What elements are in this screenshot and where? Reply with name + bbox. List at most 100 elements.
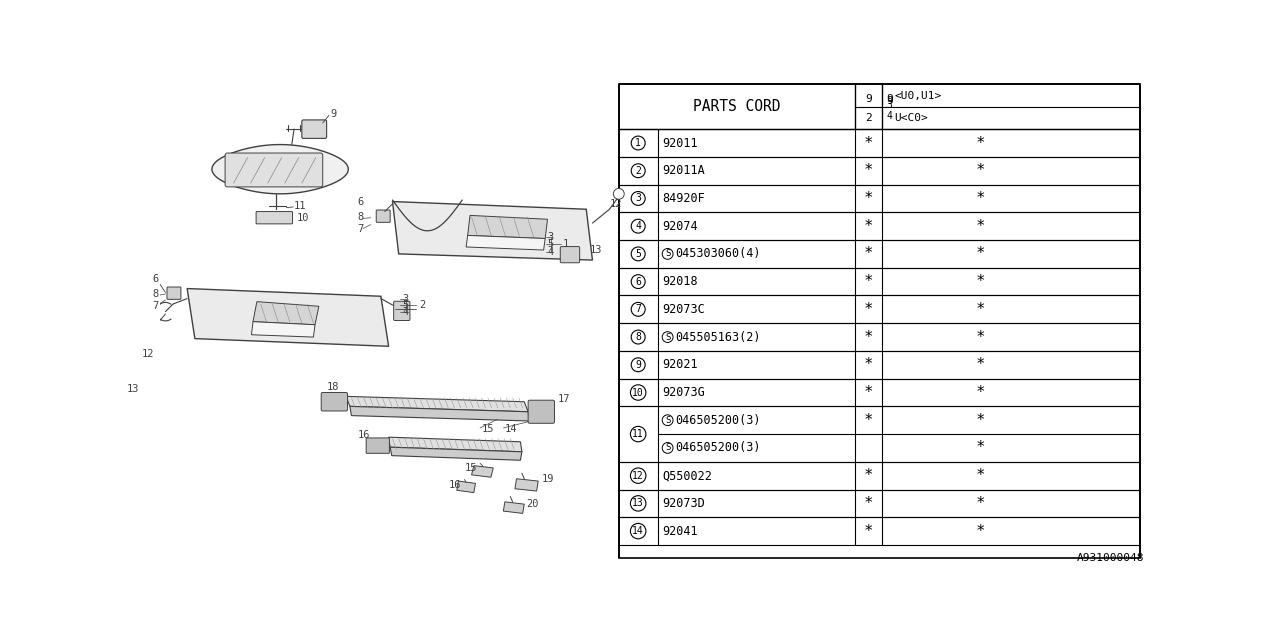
FancyBboxPatch shape — [561, 246, 580, 263]
Text: *: * — [865, 468, 873, 483]
Polygon shape — [349, 406, 530, 421]
Circle shape — [631, 468, 646, 483]
Text: 8: 8 — [635, 332, 641, 342]
Text: 92073G: 92073G — [662, 386, 705, 399]
Text: 4: 4 — [886, 111, 892, 121]
Text: 8: 8 — [357, 212, 364, 222]
Text: 046505200(3): 046505200(3) — [676, 442, 760, 454]
Polygon shape — [251, 322, 315, 337]
Circle shape — [631, 495, 646, 511]
Polygon shape — [457, 481, 475, 493]
Polygon shape — [471, 466, 493, 477]
Polygon shape — [467, 216, 548, 239]
Text: 12: 12 — [609, 199, 622, 209]
Text: *: * — [977, 385, 984, 400]
Text: 16: 16 — [357, 430, 370, 440]
FancyBboxPatch shape — [529, 400, 554, 423]
Text: 5: 5 — [548, 239, 554, 249]
Text: *: * — [865, 330, 873, 344]
Polygon shape — [187, 289, 389, 346]
Text: *: * — [865, 524, 873, 539]
Text: 84920F: 84920F — [662, 192, 705, 205]
FancyBboxPatch shape — [376, 210, 390, 222]
Text: 6: 6 — [152, 273, 159, 284]
Text: *: * — [865, 413, 873, 428]
Text: 92074: 92074 — [662, 220, 698, 233]
Text: *: * — [977, 246, 984, 261]
Circle shape — [631, 385, 646, 400]
Text: 12: 12 — [632, 470, 644, 481]
FancyBboxPatch shape — [256, 212, 293, 224]
Text: 5: 5 — [403, 301, 408, 310]
Text: 7: 7 — [152, 301, 159, 311]
Text: *: * — [977, 496, 984, 511]
Text: 3: 3 — [403, 294, 408, 303]
Circle shape — [662, 248, 673, 259]
Text: 92011: 92011 — [662, 136, 698, 150]
Text: *: * — [977, 302, 984, 317]
Circle shape — [631, 524, 646, 539]
Text: 14: 14 — [632, 526, 644, 536]
Text: *: * — [865, 496, 873, 511]
FancyBboxPatch shape — [128, 365, 147, 378]
Text: 12: 12 — [142, 349, 155, 359]
Text: PARTS CORD: PARTS CORD — [694, 99, 781, 115]
Text: *: * — [977, 219, 984, 234]
Text: 9: 9 — [865, 94, 872, 104]
Text: 10: 10 — [297, 212, 310, 223]
Text: 15: 15 — [465, 463, 477, 473]
Text: 3: 3 — [635, 193, 641, 204]
Text: *: * — [977, 330, 984, 344]
Text: 92073C: 92073C — [662, 303, 705, 316]
Text: *: * — [977, 136, 984, 150]
Circle shape — [631, 426, 646, 442]
Text: 9: 9 — [330, 109, 337, 119]
Text: *: * — [865, 274, 873, 289]
Text: 3: 3 — [548, 232, 554, 242]
Polygon shape — [390, 447, 522, 460]
Circle shape — [631, 191, 645, 205]
Text: *: * — [865, 385, 873, 400]
Text: *: * — [977, 357, 984, 372]
Text: 9: 9 — [635, 360, 641, 370]
Text: 92011A: 92011A — [662, 164, 705, 177]
FancyBboxPatch shape — [394, 301, 410, 321]
Text: 13: 13 — [590, 245, 603, 255]
Text: 92021: 92021 — [662, 358, 698, 371]
Text: *: * — [865, 357, 873, 372]
Text: 1: 1 — [563, 239, 570, 249]
FancyBboxPatch shape — [302, 120, 326, 138]
Text: 9: 9 — [886, 94, 893, 104]
Text: S: S — [664, 333, 671, 342]
Text: U<C0>: U<C0> — [895, 113, 928, 123]
Text: *: * — [977, 524, 984, 539]
Text: 19: 19 — [541, 474, 554, 484]
Text: 046505200(3): 046505200(3) — [676, 413, 760, 427]
FancyBboxPatch shape — [321, 392, 348, 411]
Text: *: * — [977, 163, 984, 178]
Text: 6: 6 — [635, 276, 641, 287]
Text: 045303060(4): 045303060(4) — [676, 248, 760, 260]
Text: 9: 9 — [886, 97, 893, 106]
Circle shape — [631, 330, 645, 344]
Text: 8: 8 — [152, 289, 159, 299]
Circle shape — [631, 247, 645, 261]
Text: 10: 10 — [632, 387, 644, 397]
Text: *: * — [977, 274, 984, 289]
Text: 92041: 92041 — [662, 525, 698, 538]
Circle shape — [631, 303, 645, 316]
Circle shape — [662, 415, 673, 426]
Text: 4: 4 — [548, 246, 554, 257]
Text: *: * — [977, 413, 984, 428]
Text: 7: 7 — [357, 224, 364, 234]
FancyBboxPatch shape — [166, 287, 180, 300]
Polygon shape — [389, 437, 522, 452]
Circle shape — [631, 164, 645, 178]
Polygon shape — [503, 502, 525, 513]
Polygon shape — [393, 202, 593, 260]
Text: *: * — [865, 191, 873, 206]
Text: *: * — [865, 136, 873, 150]
Text: *: * — [977, 191, 984, 206]
Text: 20: 20 — [526, 499, 539, 509]
Text: 13: 13 — [127, 383, 140, 394]
